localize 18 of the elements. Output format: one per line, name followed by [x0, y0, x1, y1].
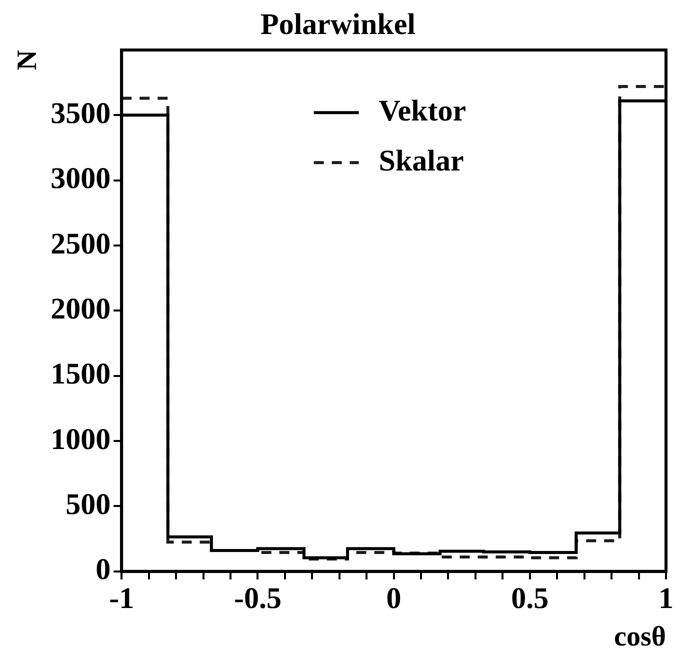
- x-tick-label: 1: [658, 582, 674, 616]
- y-tick-label: 1000: [50, 422, 111, 456]
- x-tick-label: -0.5: [234, 582, 282, 616]
- y-axis-title: N: [12, 50, 44, 70]
- y-tick-label: 0: [96, 553, 111, 586]
- x-axis-title: cosθ: [614, 621, 666, 652]
- x-tick-label: 0.5: [511, 582, 549, 616]
- y-tick-label: 500: [66, 488, 111, 521]
- x-tick-label: 0: [386, 582, 402, 616]
- y-tick-label: 3500: [50, 96, 111, 130]
- x-tick-label: -1: [109, 582, 134, 616]
- legend-label: Skalar: [378, 144, 464, 178]
- y-tick-label: 2000: [50, 292, 111, 326]
- y-tick-label: 1500: [50, 358, 111, 391]
- y-tick-label: 3000: [50, 162, 111, 196]
- y-tick-label: 2500: [50, 227, 111, 260]
- legend-label: Vektor: [378, 94, 466, 128]
- chart-title: Polarwinkel: [260, 8, 416, 41]
